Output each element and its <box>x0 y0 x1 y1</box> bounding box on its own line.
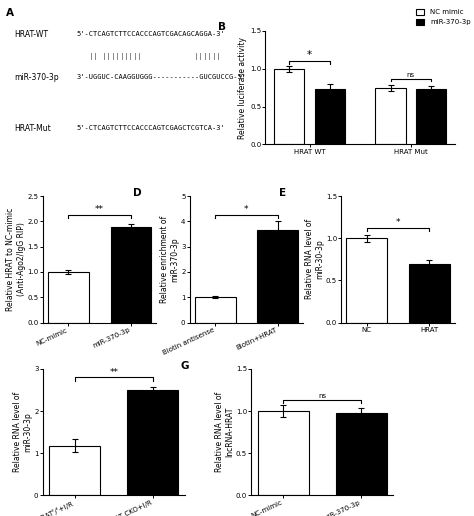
Bar <box>258 411 309 495</box>
Bar <box>409 264 450 322</box>
Text: *: * <box>307 51 312 60</box>
Text: D: D <box>133 188 141 199</box>
Text: 5'-CTCAGTCTTCCACCCAGTCGAGCTCGTCA-3': 5'-CTCAGTCTTCCACCCAGTCGAGCTCGTCA-3' <box>77 125 226 132</box>
Text: E: E <box>279 188 286 199</box>
Y-axis label: Relative RNA level of
lncRNA-HRAT: Relative RNA level of lncRNA-HRAT <box>215 392 235 472</box>
Bar <box>315 89 345 144</box>
Text: *: * <box>244 204 249 214</box>
Text: G: G <box>180 361 189 372</box>
Bar <box>49 446 100 495</box>
Y-axis label: Relative HRAT to NC-mimic
(Anti-Ago2/IgG RIP): Relative HRAT to NC-mimic (Anti-Ago2/IgG… <box>7 207 26 311</box>
Bar <box>48 272 89 322</box>
Text: HRAT-Mut: HRAT-Mut <box>14 124 51 133</box>
Text: **: ** <box>95 205 104 214</box>
Text: ns: ns <box>407 72 415 78</box>
Bar <box>416 89 447 144</box>
Text: HRAT-WT: HRAT-WT <box>14 30 48 39</box>
Text: A: A <box>6 8 14 18</box>
Text: ns: ns <box>318 393 327 399</box>
Text: **: ** <box>109 367 118 377</box>
Bar <box>375 88 406 144</box>
Text: 5'-CTCAGTCTTCCACCCAGTCGACAGCAGGA-3': 5'-CTCAGTCTTCCACCCAGTCGACAGCAGGA-3' <box>77 31 226 38</box>
Text: 3'-UGGUC-CAAGGUGGG-----------GUCGUCCG-5': 3'-UGGUC-CAAGGUGGG-----------GUCGUCCG-5' <box>77 74 247 80</box>
Y-axis label: Relative luciferase activity: Relative luciferase activity <box>238 37 247 139</box>
Y-axis label: Relative enrichment of
miR-370-3p: Relative enrichment of miR-370-3p <box>160 216 180 303</box>
Y-axis label: Relative RNA level of
miR-30-3p: Relative RNA level of miR-30-3p <box>13 392 33 472</box>
Text: B: B <box>218 22 226 32</box>
Bar <box>195 297 236 322</box>
Bar <box>346 238 387 322</box>
Bar <box>274 69 304 144</box>
Text: *: * <box>396 218 401 227</box>
Legend: NC mimic, miR-370-3p: NC mimic, miR-370-3p <box>416 9 471 25</box>
Bar <box>336 413 387 495</box>
Text: miR-370-3p: miR-370-3p <box>14 73 59 82</box>
Bar <box>257 230 298 322</box>
Bar <box>128 390 178 495</box>
Y-axis label: Relative RNA level of
miR-30-3p: Relative RNA level of miR-30-3p <box>305 219 325 299</box>
Bar <box>110 228 151 322</box>
